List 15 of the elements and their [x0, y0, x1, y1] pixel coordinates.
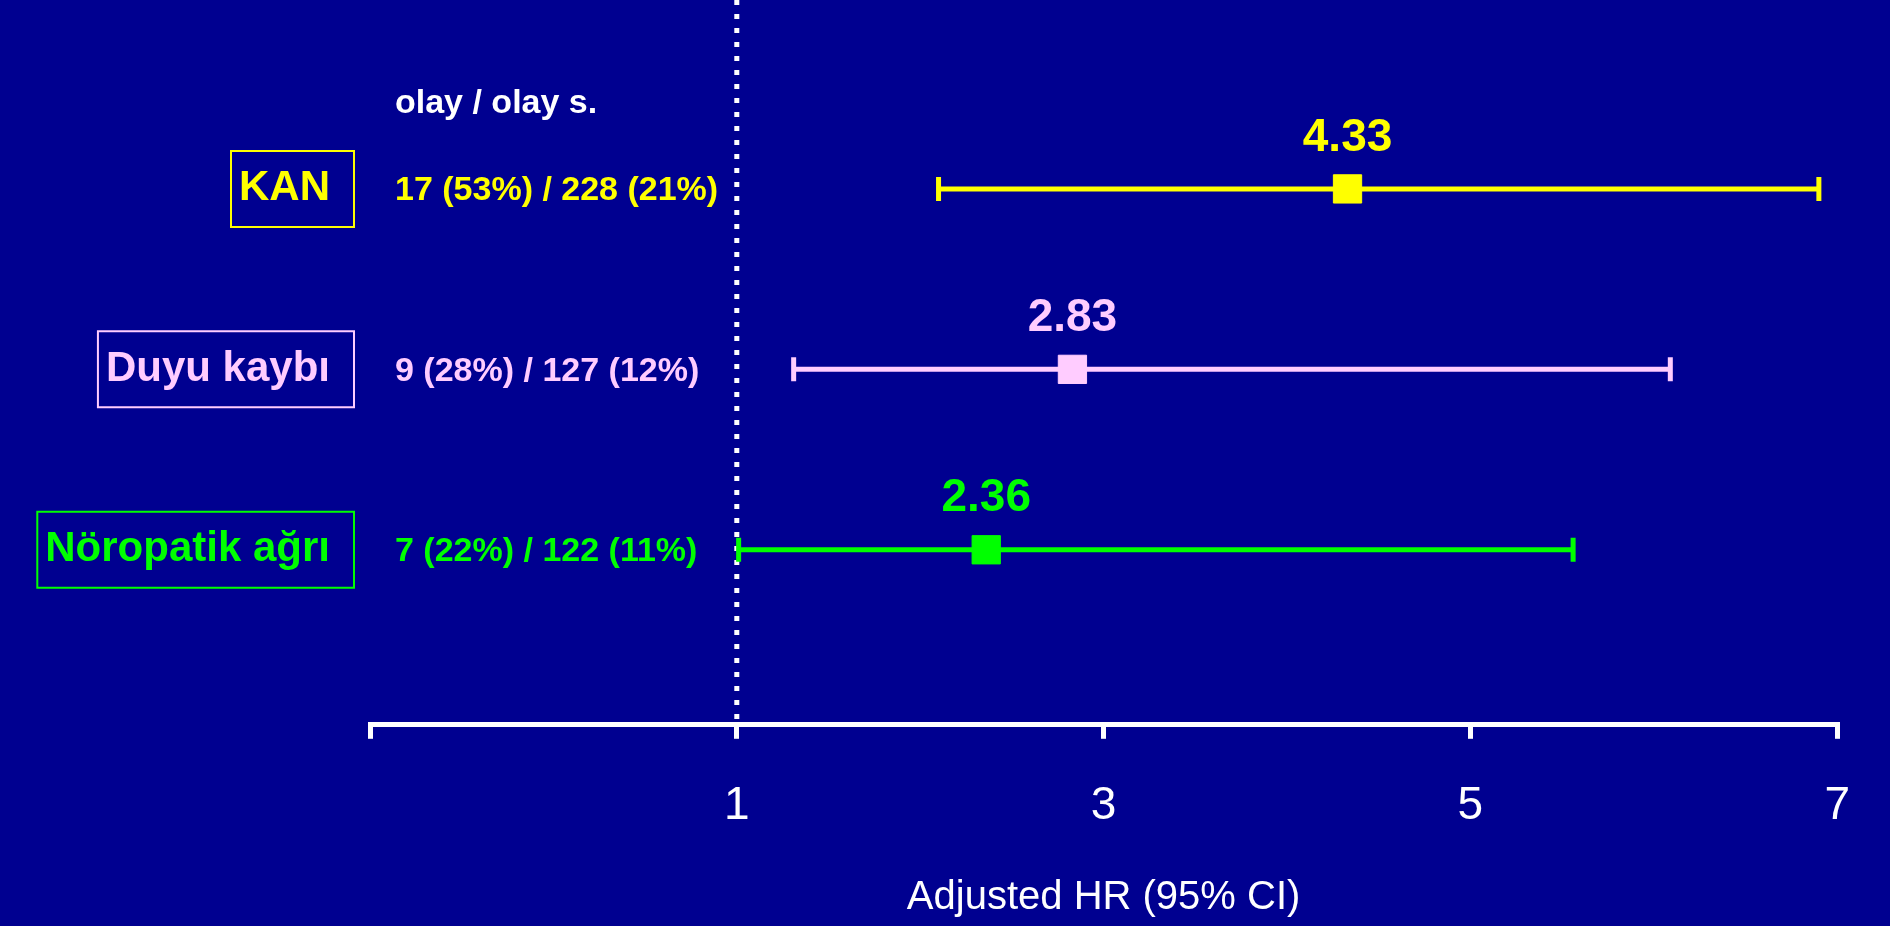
x-tick-label: 5 — [1457, 777, 1484, 830]
data-label: 2.36 — [941, 469, 1031, 522]
data-label: 2.83 — [1027, 289, 1118, 342]
annotation: olay / olay s. — [395, 82, 598, 121]
data-label: 4.33 — [1302, 108, 1393, 161]
x-tick-label: 3 — [1090, 777, 1117, 830]
x-tick-label: 1 — [724, 777, 750, 830]
annotation: 17 (53%) / 228 (21%) — [395, 169, 719, 208]
y-tick-label: Nöropatik ağrı — [45, 523, 330, 571]
annotation: 7 (22%) / 122 (11%) — [395, 530, 698, 569]
x-tick-label: 7 — [1824, 777, 1851, 830]
y-tick-label: Duyu kaybı — [105, 342, 330, 390]
annotation: 9 (28%) / 127 (12%) — [395, 349, 700, 388]
y-tick-label: KAN — [239, 162, 330, 210]
x-axis-title: Adjusted HR (95% CI) — [906, 873, 1301, 918]
